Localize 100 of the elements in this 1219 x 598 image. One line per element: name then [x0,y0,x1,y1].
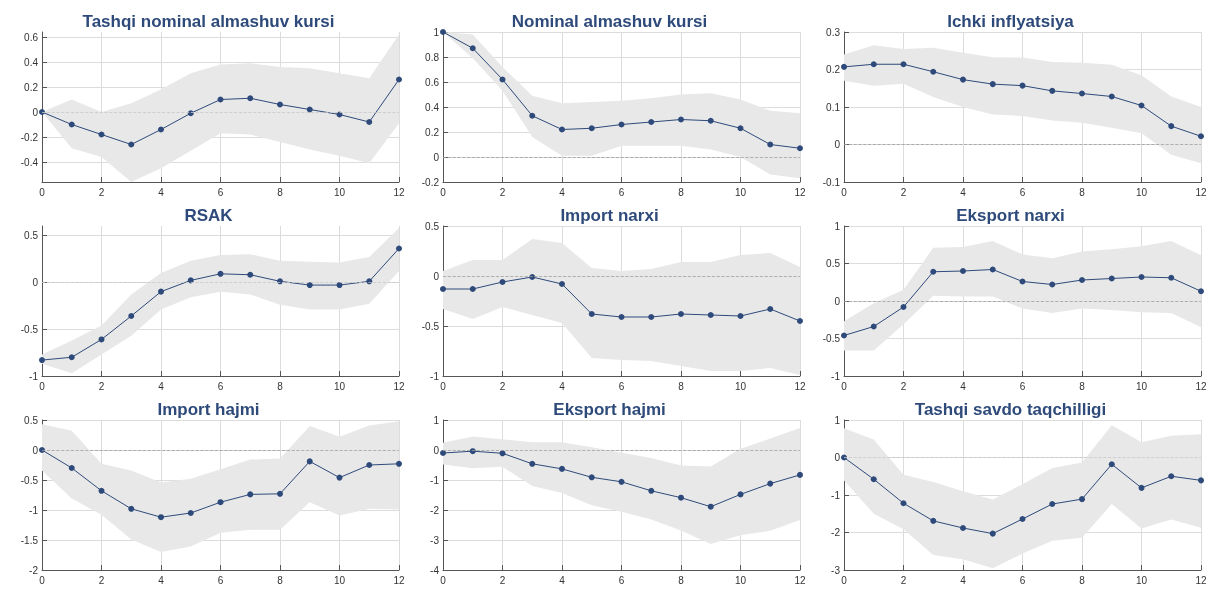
y-tick-label: 0.4 [425,101,440,113]
point [68,354,75,361]
x-tick-label: 8 [277,380,284,392]
x-tick-label: 2 [499,380,506,392]
chart-title: RSAK [184,206,234,225]
y-tick-label: 0.2 [24,81,39,93]
point [737,313,744,319]
point [1198,288,1204,295]
point [588,311,595,317]
point [767,306,774,312]
point [648,487,655,494]
point [128,141,135,148]
y-tick-label: -1 [831,370,841,382]
point [306,458,313,465]
point [960,525,966,531]
point [247,491,254,498]
y-tick-label: -0.2 [20,131,39,143]
x-tick-label: 8 [678,186,685,198]
point [217,96,224,103]
x-tick-label: 10 [1135,186,1148,198]
x-tick-label: 8 [678,574,685,586]
point [870,476,877,483]
x-tick-label: 4 [559,574,566,586]
x-tick-label: 8 [277,186,284,198]
point [247,271,254,278]
point [440,450,446,456]
point [187,277,194,284]
x-tick-label: 10 [734,574,747,586]
y-tick-label: 1 [433,26,440,38]
y-tick-label: 0.3 [826,26,841,38]
point [396,460,402,467]
point [1108,461,1115,468]
point [1049,281,1056,288]
point [900,500,907,507]
y-tick-label: -3 [831,564,841,576]
x-tick-label: 10 [734,380,747,392]
point [158,514,164,521]
y-tick-label: -1 [831,489,841,501]
x-tick-label: 6 [217,186,224,198]
y-tick-label: 0.6 [24,31,39,43]
chart-title: Import hajmi [157,400,260,419]
point [618,314,625,320]
x-tick-label: 4 [158,186,165,198]
point [98,131,105,138]
x-tick-label: 6 [618,186,625,198]
y-tick-label: 1 [834,414,841,426]
x-tick-label: 10 [734,186,747,198]
point [1138,484,1145,491]
point [841,332,847,339]
x-tick-label: 12 [794,380,806,392]
point [217,499,224,506]
point [678,311,684,317]
y-tick-label: 0.5 [24,229,39,241]
point [841,63,847,70]
point [588,474,595,481]
point [1198,133,1204,140]
x-tick-label: 6 [618,574,625,586]
point [767,480,774,487]
y-tick-label: 0.4 [24,56,39,68]
point [68,465,75,471]
x-tick-label: 6 [217,574,224,586]
point [529,112,536,119]
y-tick-label: 0 [834,139,841,150]
y-tick-label: -2 [29,564,39,576]
y-tick-label: -0.2 [421,176,440,188]
y-tick-label: 0 [32,444,39,456]
x-tick-label: 12 [794,574,806,586]
point [98,336,105,343]
point [588,125,595,132]
x-tick-label: 2 [900,186,907,198]
y-tick-label: -1 [430,370,440,382]
point [1079,277,1085,283]
y-tick-label: 0 [32,106,39,118]
x-tick-label: 6 [618,380,625,392]
x-tick-label: 10 [1135,574,1148,586]
chart-title: Tashqi savdo taqchilligi [914,400,1107,419]
x-tick-label: 8 [1079,574,1086,586]
point [306,282,313,289]
point [930,68,937,75]
y-tick-label: 0 [32,276,39,288]
chart-title: Nominal almashuv kursi [511,12,708,31]
y-tick-label: 0.5 [24,414,39,426]
y-tick-label: 1 [433,414,440,426]
point [1049,87,1056,94]
x-tick-label: 4 [960,574,967,586]
point [559,126,565,133]
point [797,318,803,324]
x-tick-label: 4 [960,380,967,392]
x-tick-label: 2 [499,186,506,198]
point [1138,102,1145,109]
x-tick-label: 12 [1195,574,1207,586]
point [1138,274,1145,280]
x-tick-label: 10 [333,186,346,198]
point [499,76,506,83]
point [1019,516,1026,522]
x-tick-label: 12 [393,380,405,392]
y-tick-label: 0 [433,270,440,282]
y-tick-label: -0.5 [421,320,440,332]
point [187,510,194,516]
x-tick-label: 6 [1019,380,1026,392]
